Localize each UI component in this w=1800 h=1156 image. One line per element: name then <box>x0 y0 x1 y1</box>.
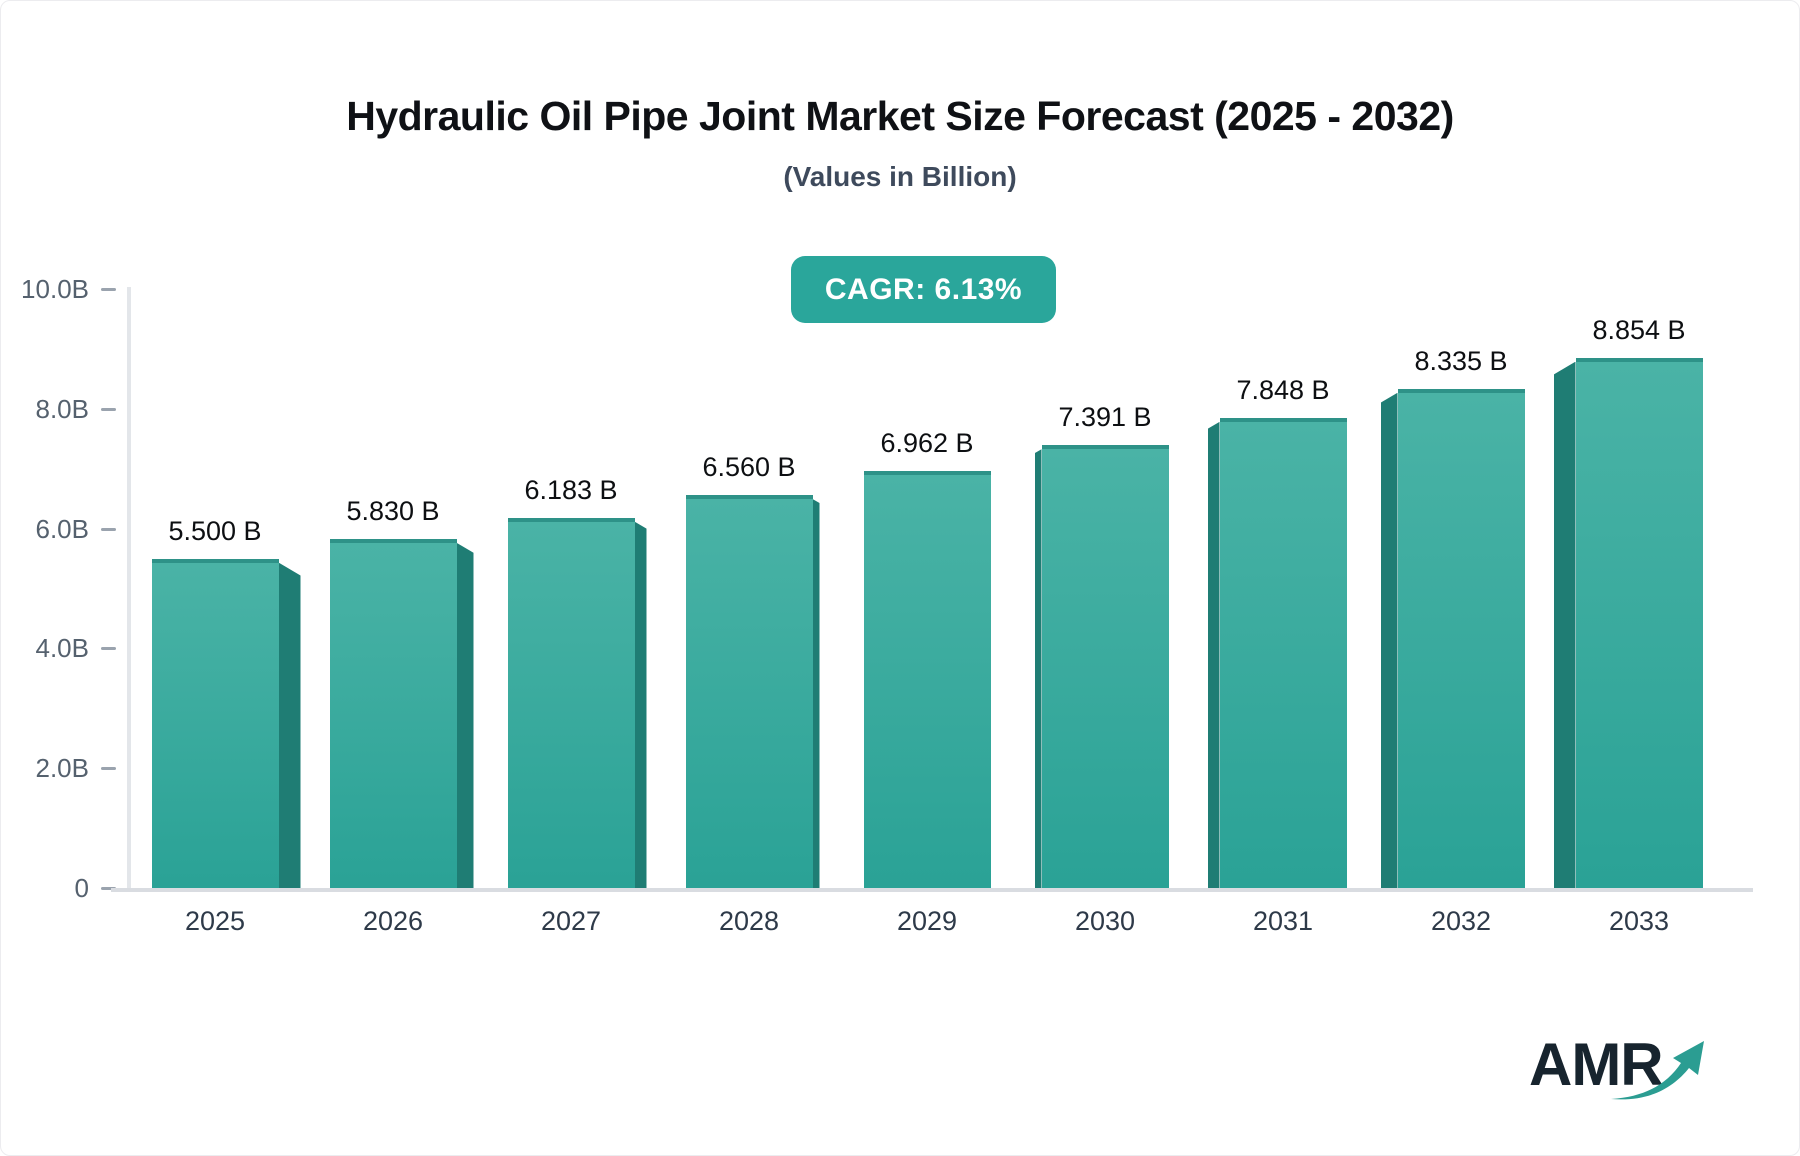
bar-2031 <box>1207 417 1347 888</box>
bar-2027 <box>507 517 647 888</box>
bar-side-face <box>1380 392 1398 888</box>
bar-side-face <box>1553 361 1576 888</box>
bar-side-face <box>1207 421 1220 888</box>
x-tick-label-2033: 2033 <box>1608 906 1670 936</box>
cagr-badge: CAGR: 6.13% <box>791 256 1056 323</box>
bar-side-face <box>278 562 301 888</box>
x-tick-label-2027: 2027 <box>540 906 602 936</box>
y-tick-mark <box>101 288 116 291</box>
amr-logo-text: AMR <box>1529 1031 1664 1098</box>
y-tick-label-8.0B: 8.0B <box>35 393 90 424</box>
value-label-2030: 7.391 B <box>1058 402 1152 433</box>
x-tick-label-2028: 2028 <box>718 906 780 936</box>
x-tick-label-2032: 2032 <box>1430 906 1492 936</box>
x-tick-label-2031: 2031 <box>1252 906 1314 936</box>
y-tick-label-10.0B: 10.0B <box>21 274 89 304</box>
value-label-2027: 6.183 B <box>524 474 618 505</box>
value-label-2031: 7.848 B <box>1236 374 1330 405</box>
value-label-2029: 6.962 B <box>880 427 974 458</box>
value-label-2028: 6.560 B <box>702 452 796 483</box>
bar-side-face <box>456 542 474 888</box>
y-tick-mark <box>101 647 116 651</box>
growth-arrow-icon <box>1611 1041 1704 1100</box>
y-tick-mark <box>101 887 116 890</box>
x-tick-label-2029: 2029 <box>896 906 958 936</box>
bar-side-face <box>1034 449 1042 888</box>
bar-2030 <box>1034 445 1169 888</box>
y-tick-mark <box>101 767 116 771</box>
value-label-2026: 5.830 B <box>346 495 440 526</box>
bar-side-face <box>634 521 647 888</box>
bar-2026 <box>329 538 474 888</box>
y-tick-label-0: 0 <box>74 873 89 903</box>
bar-side-face <box>812 499 820 888</box>
x-tick-label-2026: 2026 <box>362 906 424 936</box>
y-tick-mark <box>101 407 116 411</box>
x-axis-baseline <box>111 888 1753 892</box>
chart-subtitle: (Values in Billion) <box>783 161 1017 192</box>
amr-logo: AMR <box>1529 1029 1709 1113</box>
y-tick-label-2.0B: 2.0B <box>35 753 90 784</box>
y-tick-mark <box>101 527 116 531</box>
value-label-2032: 8.335 B <box>1414 345 1508 376</box>
y-axis-line <box>127 287 131 892</box>
chart-title: Hydraulic Oil Pipe Joint Market Size For… <box>346 93 1454 139</box>
bar-2033 <box>1553 357 1703 888</box>
value-label-2033: 8.854 B <box>1592 314 1686 345</box>
bar-2025 <box>151 558 301 888</box>
bar-2028 <box>685 495 820 888</box>
x-tick-label-2030: 2030 <box>1074 906 1136 936</box>
x-tick-label-2025: 2025 <box>184 906 246 936</box>
y-tick-label-6.0B: 6.0B <box>35 513 90 544</box>
bar-2032 <box>1380 388 1525 888</box>
bar-2029 <box>863 470 991 888</box>
y-tick-label-4.0B: 4.0B <box>35 633 90 664</box>
value-label-2025: 5.500 B <box>168 515 262 546</box>
